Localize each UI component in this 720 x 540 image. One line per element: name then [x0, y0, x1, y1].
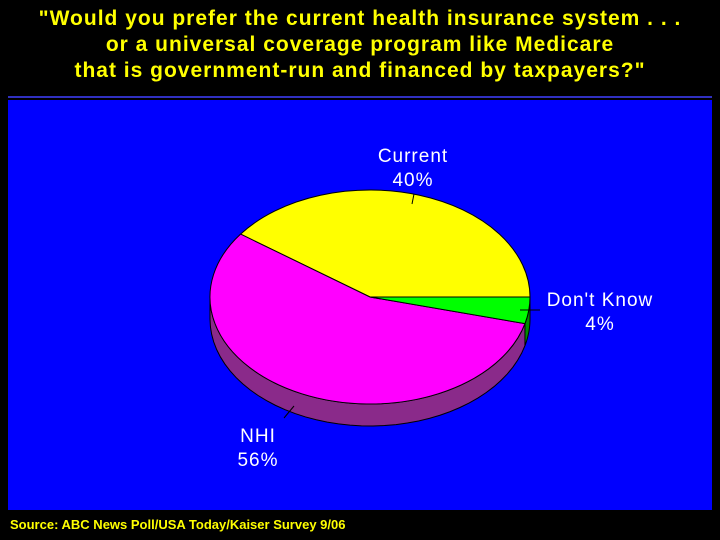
leader-line-nhi	[283, 405, 295, 419]
pie-slice-current	[239, 189, 531, 298]
slice-value-current: 40%	[392, 170, 433, 191]
title-divider	[8, 96, 712, 98]
pie-labels: Current 40% NHI 56% Don't Know 4%	[237, 146, 654, 471]
slice-label-current: Current	[378, 146, 448, 167]
pie-leader-lines	[283, 193, 540, 419]
title-line-2: or a universal coverage program like Med…	[105, 33, 615, 56]
pie-slice-nhi	[209, 233, 526, 405]
pie-top-layer	[209, 189, 531, 405]
slice-label-don-t-know: Don't Know	[547, 290, 654, 311]
slice-value-nhi: 56%	[237, 450, 278, 471]
slice-label-nhi: NHI	[240, 426, 276, 447]
source-note: Source: ABC News Poll/USA Today/Kaiser S…	[10, 517, 346, 532]
slice-value-don-t-know: 4%	[585, 314, 614, 335]
title-line-1: "Would you prefer the current health ins…	[38, 7, 682, 30]
pie-chart: Current 40% NHI 56% Don't Know 4%	[209, 146, 654, 471]
leader-line-current	[411, 193, 415, 205]
chart-panel: Current 40% NHI 56% Don't Know 4%	[8, 100, 712, 510]
chart-title: "Would you prefer the current health ins…	[0, 6, 720, 84]
title-line-3: that is government-run and financed by t…	[74, 59, 646, 82]
